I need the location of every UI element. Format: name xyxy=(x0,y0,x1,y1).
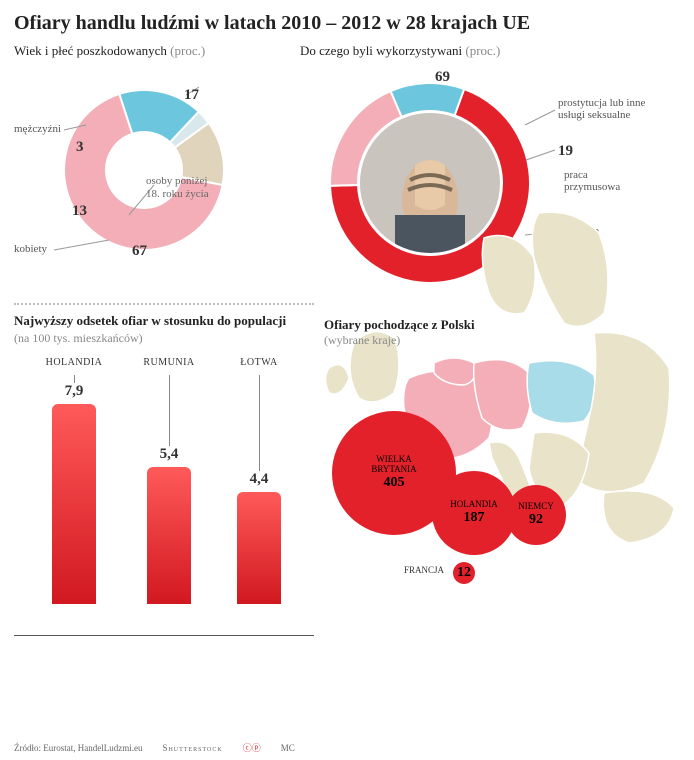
author-mark: MC xyxy=(281,743,295,753)
donut1-label-men: mężczyźni xyxy=(14,123,61,135)
divider xyxy=(14,303,314,305)
bar-holandia: HOLANDIA7,9 xyxy=(44,375,104,635)
bar-title: Najwyższy odsetek ofiar w stosunku do po… xyxy=(14,313,314,329)
donut1-val-67: 67 xyxy=(132,243,147,260)
bar-value: 7,9 xyxy=(44,383,104,400)
bubble-value: 92 xyxy=(529,512,543,527)
donut-segment xyxy=(391,83,465,117)
donut2-label-labor: pracaprzymusowa xyxy=(564,169,664,193)
bar-rect xyxy=(237,492,281,604)
donut1-label-women: kobiety xyxy=(14,243,47,255)
bar-name: ŁOTWA xyxy=(229,357,289,368)
bar-rumunia: RUMUNIA5,4 xyxy=(139,375,199,635)
map-panel: Ofiary pochodzące z Polski (wybrane kraj… xyxy=(324,313,680,636)
donut1-title: Wiek i płeć poszkodowanych (proc.) xyxy=(14,43,280,59)
bar-chart: Najwyższy odsetek ofiar w stosunku do po… xyxy=(14,313,314,636)
bubble-name: NIEMCY xyxy=(518,502,554,512)
bubble-francja: 12 xyxy=(453,562,475,584)
donut2-label-prost: prostytucja lub inneusługi seksualne xyxy=(558,97,678,121)
donut1-title-text: Wiek i płeć poszkodowanych xyxy=(14,43,167,58)
bubble-name: HOLANDIA xyxy=(450,500,498,510)
donut1-val-17: 17 xyxy=(184,87,199,104)
donut-age-gender: Wiek i płeć poszkodowanych (proc.) osoby… xyxy=(14,43,280,295)
bar-rect xyxy=(147,467,191,604)
donut2-unit: (proc.) xyxy=(465,43,500,58)
bar-name: HOLANDIA xyxy=(44,357,104,368)
norway-sweden xyxy=(482,236,535,314)
donut2-title-text: Do czego byli wykorzystywani xyxy=(300,43,462,58)
bubble-label-francja: FRANCJA xyxy=(404,565,444,575)
bar-value: 4,4 xyxy=(229,471,289,488)
bar-name: RUMUNIA xyxy=(139,357,199,368)
scandinavia xyxy=(532,212,608,326)
donut1-val-13: 13 xyxy=(72,203,87,220)
donut1-center-label: osoby poniżej18. roku życia xyxy=(146,175,236,201)
donut2-val-69: 69 xyxy=(435,69,450,86)
bar-leader xyxy=(169,375,170,446)
bar-rect xyxy=(52,404,96,604)
bubble-value: 187 xyxy=(464,510,485,525)
bar-leader xyxy=(259,375,260,471)
bar-łotwa: ŁOTWA4,4 xyxy=(229,375,289,635)
bubble-niemcy: NIEMCY92 xyxy=(506,485,566,545)
bubble-value: 405 xyxy=(384,475,405,490)
source-text: Źródło: Eurostat, HandelLudzmi.eu xyxy=(14,743,142,753)
bubble-value: 12 xyxy=(457,565,471,580)
photo-credit: Shutterstock xyxy=(162,743,222,753)
donut1-val-3: 3 xyxy=(76,139,84,156)
page-title: Ofiary handlu ludźmi w latach 2010 – 201… xyxy=(0,0,694,43)
footer: Źródło: Eurostat, HandelLudzmi.eu Shutte… xyxy=(14,741,680,754)
copyright-icon: ⓒⓟ xyxy=(243,741,261,754)
bubble-holandia: HOLANDIA187 xyxy=(432,471,516,555)
bar-value: 5,4 xyxy=(139,446,199,463)
bar-leader xyxy=(74,375,75,383)
donut2-val-19: 19 xyxy=(558,143,573,160)
bubble-name: WIELKABRYTANIA xyxy=(371,455,416,475)
bar-sub: (na 100 tys. mieszkańców) xyxy=(14,331,314,346)
donut2-title: Do czego byli wykorzystywani (proc.) xyxy=(300,43,680,59)
donut1-unit: (proc.) xyxy=(170,43,205,58)
